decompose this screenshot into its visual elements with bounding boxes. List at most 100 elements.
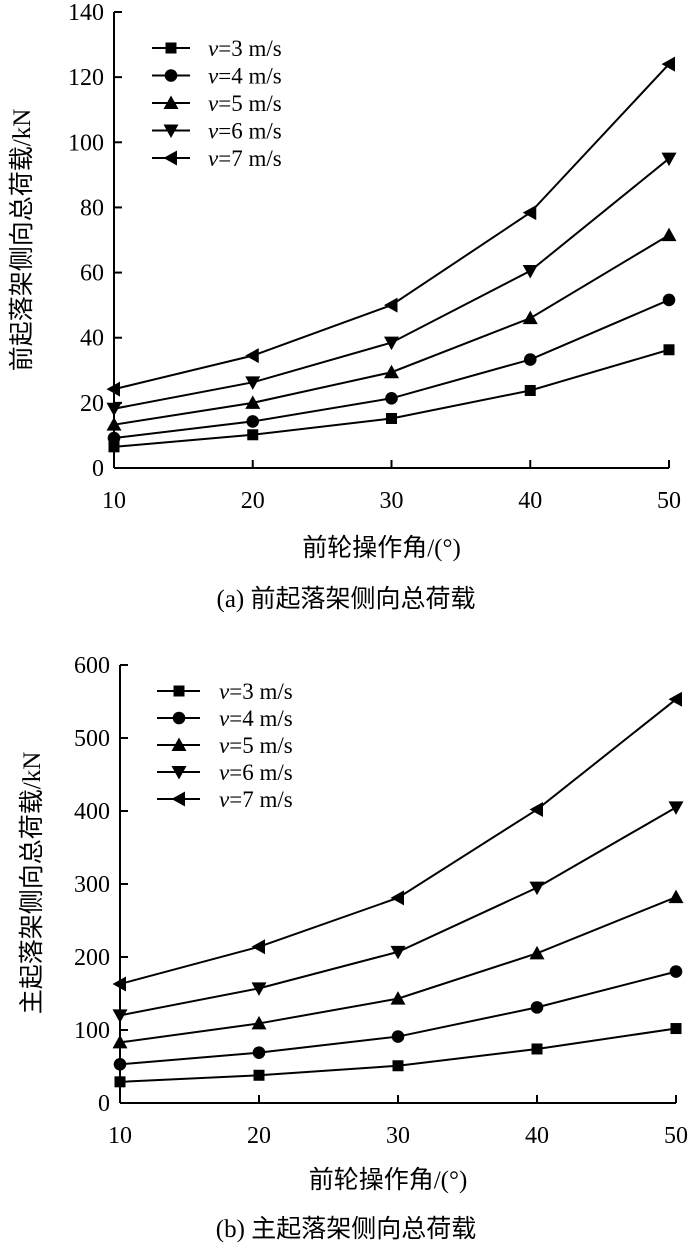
y-tick-label: 400 — [74, 799, 110, 825]
y-tick-label: 80 — [80, 195, 104, 221]
x-tick-label: 30 — [386, 1123, 410, 1149]
legend-entry: v=3 m/s — [219, 679, 293, 704]
legend-marker — [171, 737, 187, 751]
data-point — [251, 982, 267, 996]
data-point — [668, 801, 684, 815]
data-point — [531, 1043, 543, 1055]
data-point — [524, 384, 536, 396]
chart-caption: (a) 前起落架侧向总荷载 — [217, 585, 476, 613]
y-tick-label: 300 — [74, 872, 110, 898]
data-point — [112, 976, 126, 992]
x-axis-title: 前轮操作角/(°) — [302, 534, 461, 562]
data-point — [107, 431, 121, 445]
data-point — [529, 881, 545, 896]
legend-marker — [173, 685, 185, 697]
x-tick-label: 40 — [518, 488, 542, 514]
x-tick-label: 10 — [108, 1123, 132, 1149]
y-tick-label: 100 — [68, 130, 104, 156]
data-point — [108, 441, 120, 453]
data-point — [246, 415, 260, 428]
legend-label: =7 m/s — [229, 787, 293, 812]
data-point — [251, 1015, 267, 1030]
legend-variable: v — [219, 679, 230, 704]
legend-entry: v=5 m/s — [219, 733, 293, 758]
legend-variable: v — [208, 146, 219, 171]
legend-variable: v — [208, 91, 219, 116]
legend-marker — [163, 124, 179, 138]
data-point — [662, 293, 676, 307]
data-point — [252, 1046, 266, 1059]
x-tick-label: 40 — [525, 1123, 549, 1149]
data-point — [245, 348, 259, 364]
legend-label: =4 m/s — [218, 64, 282, 89]
data-point — [529, 802, 543, 818]
y-tick-label: 600 — [74, 653, 110, 679]
x-tick-label: 20 — [247, 1123, 271, 1149]
data-point — [390, 945, 406, 960]
data-point — [245, 376, 261, 390]
y-tick-label: 140 — [68, 0, 104, 26]
data-point — [386, 412, 397, 424]
legend-marker — [171, 766, 187, 780]
legend-entry: v=4 m/s — [219, 706, 293, 731]
data-point — [530, 1001, 544, 1014]
data-point — [392, 1060, 404, 1072]
data-point — [106, 417, 122, 431]
legend-marker — [172, 711, 186, 725]
data-point — [251, 939, 265, 955]
data-point — [668, 691, 682, 707]
data-point — [669, 965, 683, 978]
legend-entry: v=7 m/s — [219, 787, 293, 812]
legend-entry: v=5 m/s — [208, 91, 282, 116]
legend-variable: v — [208, 64, 219, 89]
data-point — [384, 336, 399, 351]
chart-a: 0 20 40 60 80 100 120 140 10 20 30 40 50 前起落架侧向总荷载/kN… — [8, 0, 681, 613]
legend-entry: v=4 m/s — [208, 64, 282, 89]
data-point — [523, 353, 537, 366]
x-tick-label: 50 — [657, 488, 681, 514]
x-axis-title: 前轮操作角/(°) — [309, 1166, 468, 1194]
y-tick-label: 0 — [98, 1091, 110, 1117]
y-axis-title: 前起落架侧向总荷载/kN — [8, 109, 36, 372]
legend-label: =5 m/s — [218, 91, 282, 116]
y-tick-label: 20 — [80, 391, 104, 417]
legend-variable: v — [219, 706, 230, 731]
x-tick-label: 10 — [102, 488, 126, 514]
x-tick-label: 20 — [241, 488, 265, 514]
data-point — [668, 889, 684, 904]
data-point — [112, 1009, 128, 1023]
y-tick-label: 0 — [92, 456, 104, 482]
x-tick-label: 30 — [380, 488, 404, 514]
x-tick-label: 50 — [664, 1123, 688, 1149]
data-point — [522, 264, 538, 279]
legend-marker — [165, 42, 177, 54]
series-line — [119, 698, 677, 985]
y-tick-label: 40 — [80, 326, 104, 352]
legend-entry: v=7 m/s — [208, 146, 282, 171]
chart-caption: (b) 主起落架侧向总荷载 — [216, 1215, 476, 1243]
data-point — [113, 1058, 127, 1071]
data-point — [522, 310, 538, 325]
data-point — [661, 56, 675, 72]
data-point — [245, 395, 261, 409]
legend-entry: v=6 m/s — [208, 119, 282, 144]
legend-label: =7 m/s — [218, 146, 282, 171]
chart-b: 0 100 200 300 400 500 600 10 20 30 40 50 主起落架侧向总荷载/k… — [18, 653, 688, 1243]
y-tick-label: 500 — [74, 726, 110, 752]
data-point — [670, 1023, 682, 1035]
legend-variable: v — [219, 760, 230, 785]
legend-entry: v=3 m/s — [208, 36, 282, 61]
data-point — [106, 381, 120, 397]
series-line — [119, 970, 677, 1066]
legend-label: =4 m/s — [229, 706, 293, 731]
legend-marker — [163, 95, 179, 109]
data-point — [391, 1030, 405, 1043]
legend-marker — [171, 791, 185, 807]
y-axis-title: 主起落架侧向总荷载/kN — [18, 752, 46, 1015]
data-point — [661, 152, 677, 167]
legend-variable: v — [219, 733, 230, 758]
y-tick-label: 200 — [74, 945, 110, 971]
data-point — [384, 297, 398, 313]
data-point — [112, 1034, 128, 1049]
